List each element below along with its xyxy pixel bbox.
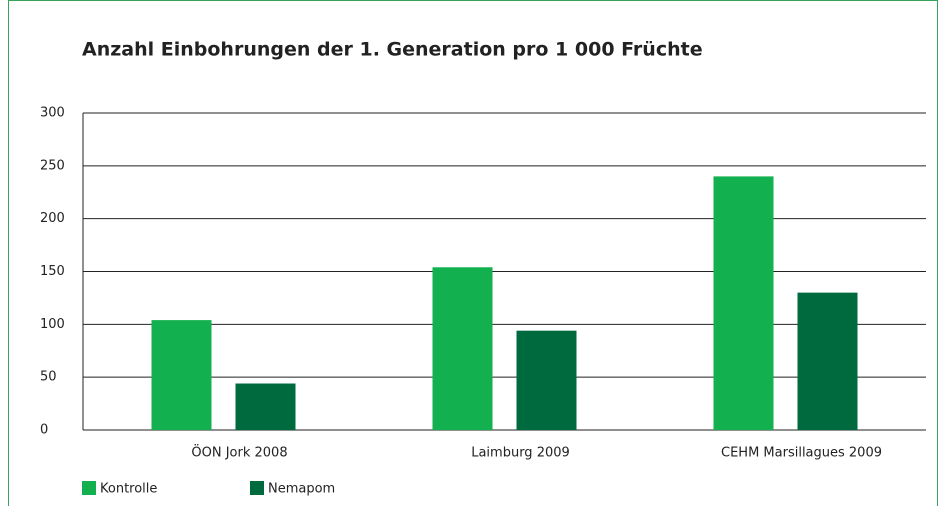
legend-label: Nemapom xyxy=(268,482,335,497)
legend-swatch xyxy=(82,481,96,495)
bar xyxy=(235,383,296,430)
y-tick-label: 50 xyxy=(40,370,57,385)
frame xyxy=(8,0,938,506)
y-tick-label: 250 xyxy=(40,158,65,173)
y-tick-label: 200 xyxy=(40,211,65,226)
chart-title: Anzahl Einbohrungen der 1. Generation pr… xyxy=(82,39,703,61)
y-tick-label: 0 xyxy=(40,423,48,438)
y-tick-label: 100 xyxy=(40,317,65,332)
y-tick-label: 300 xyxy=(40,106,65,121)
x-tick-label: ÖON Jork 2008 xyxy=(191,444,287,461)
bar xyxy=(151,320,212,430)
legend-swatch xyxy=(250,481,264,495)
bar xyxy=(797,292,858,430)
bar xyxy=(516,330,577,430)
x-tick-label: CEHM Marsillagues 2009 xyxy=(721,446,882,461)
x-tick-label: Laimburg 2009 xyxy=(471,446,570,461)
legend-label: Kontrolle xyxy=(100,482,157,497)
y-tick-label: 150 xyxy=(40,264,65,279)
bar xyxy=(432,267,493,430)
bar xyxy=(713,176,774,430)
